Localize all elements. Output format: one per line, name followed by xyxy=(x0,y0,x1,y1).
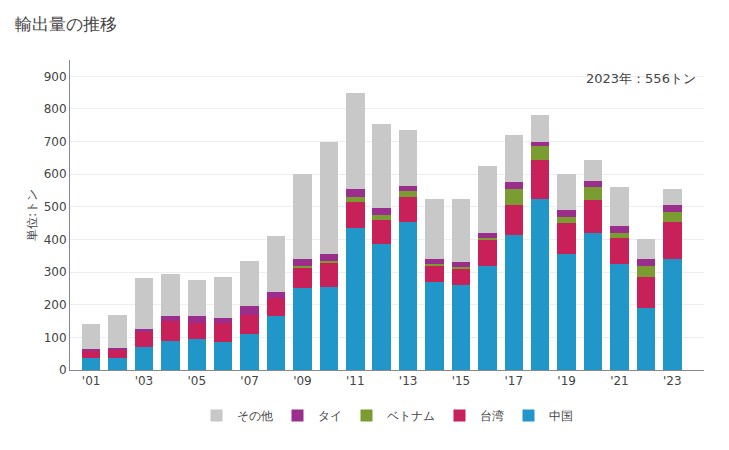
svg-text:900: 900 xyxy=(44,70,67,84)
svg-text:'17: '17 xyxy=(505,374,524,388)
svg-text:'07: '07 xyxy=(240,374,259,388)
svg-text:500: 500 xyxy=(44,200,67,214)
svg-text:'19: '19 xyxy=(557,374,576,388)
svg-text:単位:トン: 単位:トン xyxy=(25,189,39,241)
svg-text:0: 0 xyxy=(59,363,67,377)
svg-text:'15: '15 xyxy=(452,374,471,388)
svg-text:'01: '01 xyxy=(82,374,101,388)
svg-text:2023年：556トン: 2023年：556トン xyxy=(586,71,696,86)
svg-text:100: 100 xyxy=(44,331,67,345)
svg-text:200: 200 xyxy=(44,298,67,312)
svg-text:その他: その他 xyxy=(237,409,273,423)
svg-text:輸出量の推移: 輸出量の推移 xyxy=(15,14,117,34)
svg-text:台湾: 台湾 xyxy=(480,409,504,423)
svg-text:600: 600 xyxy=(44,167,67,181)
svg-text:タイ: タイ xyxy=(318,409,342,423)
svg-text:'23: '23 xyxy=(663,374,682,388)
svg-text:'21: '21 xyxy=(610,374,629,388)
svg-text:'05: '05 xyxy=(188,374,207,388)
svg-text:中国: 中国 xyxy=(549,409,573,423)
svg-text:'09: '09 xyxy=(293,374,312,388)
svg-text:300: 300 xyxy=(44,265,67,279)
svg-text:400: 400 xyxy=(44,233,67,247)
svg-text:'03: '03 xyxy=(135,374,154,388)
svg-text:'11: '11 xyxy=(346,374,365,388)
svg-text:'13: '13 xyxy=(399,374,418,388)
svg-text:700: 700 xyxy=(44,135,67,149)
svg-text:ベトナム: ベトナム xyxy=(387,409,435,423)
svg-text:800: 800 xyxy=(44,102,67,116)
